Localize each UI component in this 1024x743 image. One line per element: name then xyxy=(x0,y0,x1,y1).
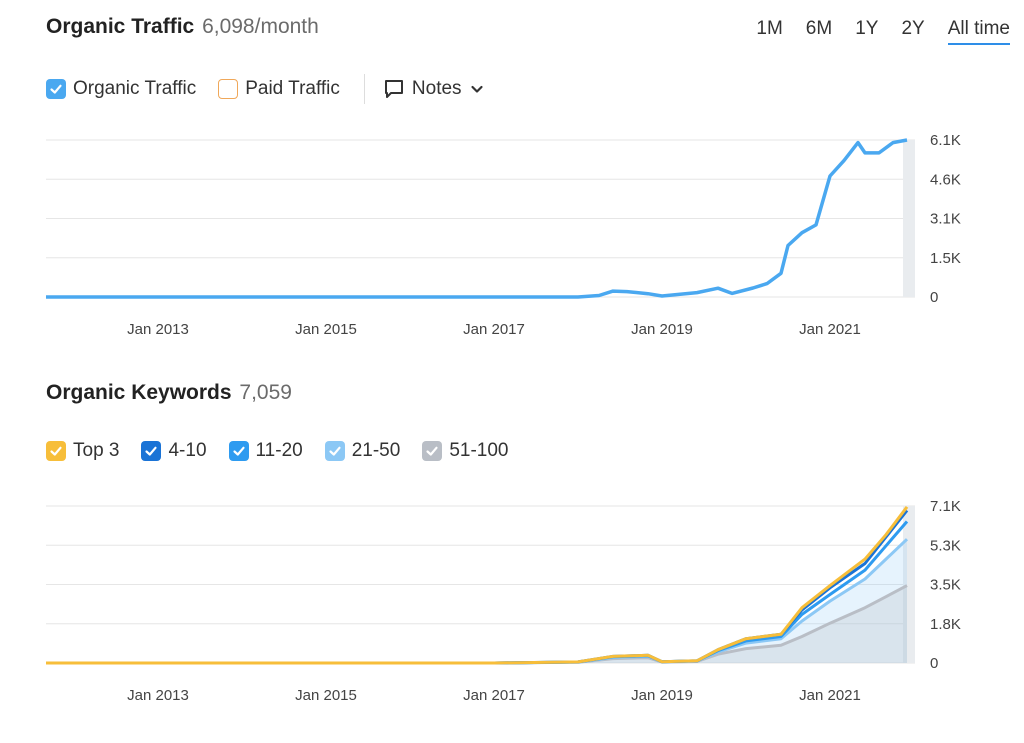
current-period-band xyxy=(903,506,915,663)
organic-traffic-value: 6,098/month xyxy=(202,15,319,38)
x-tick-label: Jan 2013 xyxy=(127,321,189,338)
checkbox-checked-icon[interactable] xyxy=(141,441,162,461)
x-tick-label: Jan 2021 xyxy=(799,321,861,338)
x-tick-label: Jan 2013 xyxy=(127,687,189,704)
x-tick-label: Jan 2021 xyxy=(799,687,861,704)
series-line-organic-traffic xyxy=(46,138,908,299)
x-tick-label: Jan 2019 xyxy=(631,687,693,704)
y-tick-label: 0 xyxy=(930,655,938,672)
y-tick-label: 0 xyxy=(930,289,938,306)
notes-icon xyxy=(384,80,403,98)
range-6m[interactable]: 6M xyxy=(805,18,833,39)
legend-top3-label: Top 3 xyxy=(73,440,120,461)
y-tick-label: 6.1K xyxy=(930,132,961,149)
organic-traffic-heading: Organic Traffic 6,098/month xyxy=(46,15,319,39)
y-tick-label: 3.5K xyxy=(930,577,961,594)
legend-paid-label: Paid Traffic xyxy=(245,78,340,99)
y-tick-label: 1.8K xyxy=(930,616,961,633)
x-tick-label: Jan 2015 xyxy=(295,687,357,704)
organic-keywords-heading: Organic Keywords 7,059 xyxy=(46,381,292,405)
legend-21-50[interactable]: 21-50 xyxy=(324,440,401,462)
time-range-selector: 1M 6M 1Y 2Y All time xyxy=(733,18,1010,45)
organic-traffic-chart: 0 1.5K 3.1K 4.6K 6.1K Jan 2013 Jan 2015 Jan 201… xyxy=(45,132,961,338)
current-period-band xyxy=(903,140,915,297)
y-tick-label: 3.1K xyxy=(930,211,961,228)
organic-keywords-chart: 0 1.8K 3.5K 5.3K 7.1K Jan 2013 Jan 2015 Jan 201… xyxy=(46,498,961,704)
range-2y[interactable]: 2Y xyxy=(901,18,925,39)
checkbox-unchecked-icon[interactable] xyxy=(218,79,239,99)
legend-11-20-label: 11-20 xyxy=(255,440,303,461)
legend-paid-traffic[interactable]: Paid Traffic xyxy=(218,78,340,100)
checkbox-checked-icon[interactable] xyxy=(228,441,249,461)
keywords-legend: Top 3 4-10 11-20 21-50 51-100 xyxy=(46,440,530,462)
range-1m[interactable]: 1M xyxy=(756,18,783,39)
checkbox-checked-icon[interactable] xyxy=(46,441,66,461)
legend-4-10[interactable]: 4-10 xyxy=(141,440,207,462)
x-tick-label: Jan 2017 xyxy=(463,321,525,338)
legend-organic-label: Organic Traffic xyxy=(73,78,197,99)
chevron-down-icon xyxy=(470,85,483,93)
checkbox-checked-icon[interactable] xyxy=(324,441,345,461)
x-tick-label: Jan 2019 xyxy=(631,321,693,338)
legend-51-100-label: 51-100 xyxy=(449,440,509,461)
y-tick-label: 1.5K xyxy=(930,250,961,267)
y-tick-label: 4.6K xyxy=(930,171,961,188)
legend-4-10-label: 4-10 xyxy=(168,440,207,461)
series-area-51-100 xyxy=(46,585,907,663)
series-line-top3 xyxy=(46,505,909,665)
legend-11-20[interactable]: 11-20 xyxy=(228,440,303,462)
series-area-21-50 xyxy=(46,539,907,663)
x-tick-label: Jan 2017 xyxy=(463,687,525,704)
organic-traffic-title: Organic Traffic xyxy=(46,15,195,38)
divider xyxy=(363,74,365,104)
legend-21-50-label: 21-50 xyxy=(351,440,401,461)
traffic-legend: Organic Traffic Paid Traffic Notes xyxy=(46,74,484,104)
organic-keywords-value: 7,059 xyxy=(239,381,292,404)
y-tick-label: 7.1K xyxy=(930,498,961,515)
notes-dropdown[interactable]: Notes xyxy=(383,78,484,100)
y-tick-label: 5.3K xyxy=(930,537,961,554)
legend-top3[interactable]: Top 3 xyxy=(46,440,119,462)
legend-51-100[interactable]: 51-100 xyxy=(422,440,508,462)
checkbox-checked-icon[interactable] xyxy=(422,441,443,461)
organic-keywords-title: Organic Keywords xyxy=(46,381,232,404)
legend-organic-traffic[interactable]: Organic Traffic xyxy=(46,78,196,100)
notes-label: Notes xyxy=(411,78,462,99)
x-tick-label: Jan 2015 xyxy=(295,321,357,338)
range-1y[interactable]: 1Y xyxy=(855,18,879,39)
range-all-time[interactable]: All time xyxy=(947,18,1010,45)
checkbox-checked-icon[interactable] xyxy=(46,79,66,99)
